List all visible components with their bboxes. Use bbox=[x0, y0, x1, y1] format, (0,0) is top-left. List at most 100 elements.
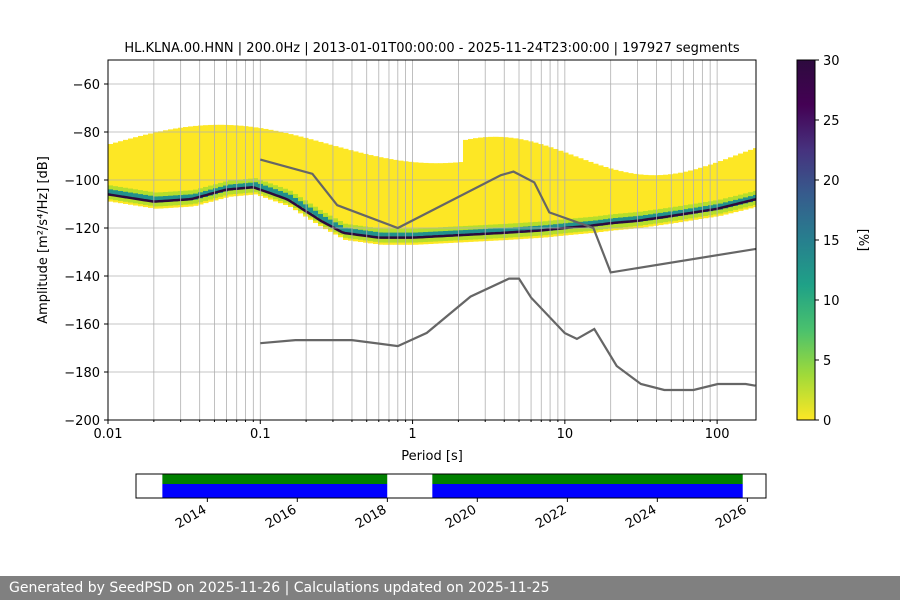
density-column bbox=[518, 139, 524, 240]
density-column bbox=[428, 163, 434, 244]
density-mode-line bbox=[108, 186, 756, 239]
density-mode bbox=[438, 231, 444, 238]
density-mode bbox=[628, 216, 634, 223]
density-mode bbox=[433, 231, 439, 238]
density-column bbox=[478, 137, 484, 242]
x-tick-label: 1 bbox=[408, 427, 416, 442]
y-axis-label: Amplitude [m²/s⁴/Hz] [dB] bbox=[36, 156, 51, 324]
density-mode bbox=[253, 182, 259, 189]
density-mode bbox=[473, 229, 479, 236]
density-column bbox=[143, 134, 149, 208]
density-mode bbox=[453, 230, 459, 237]
x-tick-label: 10 bbox=[557, 427, 574, 442]
density-column bbox=[233, 125, 239, 197]
density-column bbox=[638, 174, 644, 228]
coverage-bottom-bar bbox=[432, 484, 743, 498]
density-mode bbox=[688, 208, 694, 215]
density-column bbox=[538, 144, 544, 238]
density-column bbox=[438, 163, 444, 244]
colorbar-tick-label: 5 bbox=[823, 354, 831, 369]
density-mode bbox=[708, 205, 714, 212]
density-column bbox=[648, 175, 654, 227]
density-column bbox=[323, 143, 329, 230]
density-column bbox=[748, 149, 754, 209]
density-mode bbox=[308, 207, 314, 214]
density-mode bbox=[223, 185, 229, 192]
density-column bbox=[288, 134, 294, 207]
density-mode bbox=[148, 195, 154, 202]
density-mode bbox=[748, 196, 754, 203]
density-column bbox=[133, 137, 139, 206]
density-mode bbox=[238, 183, 244, 190]
density-mode bbox=[478, 229, 484, 236]
density-column bbox=[578, 158, 584, 235]
density-mode bbox=[753, 194, 756, 201]
density-mode bbox=[283, 192, 289, 199]
density-column bbox=[153, 132, 159, 209]
density-mode bbox=[158, 196, 164, 203]
density-mode bbox=[458, 230, 464, 237]
coverage-year-label: 2024 bbox=[623, 502, 659, 532]
density-column bbox=[563, 152, 569, 236]
density-mode bbox=[678, 209, 684, 216]
noise-model-high bbox=[260, 158, 756, 274]
coverage-frame bbox=[135, 473, 767, 499]
density-column bbox=[583, 160, 589, 234]
density-column bbox=[498, 136, 504, 241]
density-column bbox=[663, 174, 669, 225]
density-mode bbox=[503, 227, 509, 234]
density-mode bbox=[113, 190, 119, 197]
density-mode bbox=[483, 228, 489, 235]
density-mode bbox=[333, 222, 339, 229]
density-mode bbox=[418, 232, 424, 239]
density-mode bbox=[728, 201, 734, 208]
density-column bbox=[128, 138, 134, 205]
density-mode bbox=[408, 232, 414, 239]
y-tick-label: −80 bbox=[73, 126, 100, 141]
coverage-year-label: 2020 bbox=[443, 502, 479, 532]
density-mode bbox=[373, 231, 379, 238]
density-column bbox=[193, 125, 199, 206]
density-column bbox=[723, 159, 729, 215]
density-column bbox=[283, 132, 289, 205]
density-column bbox=[273, 130, 279, 202]
density-mode bbox=[618, 217, 624, 224]
density-column bbox=[343, 148, 349, 240]
density-column bbox=[493, 136, 499, 241]
density-column bbox=[418, 162, 424, 245]
density-column bbox=[593, 163, 599, 233]
density-column bbox=[353, 151, 359, 242]
density-column bbox=[383, 158, 389, 245]
density-mode bbox=[623, 217, 629, 224]
density-mode bbox=[683, 209, 689, 216]
colorbar-tick-label: 30 bbox=[823, 54, 840, 69]
density-mode bbox=[513, 227, 519, 234]
y-tick-label: −120 bbox=[64, 222, 100, 237]
density-column bbox=[198, 125, 204, 205]
density-mode bbox=[468, 229, 474, 236]
density-mode bbox=[718, 203, 724, 210]
density-mode bbox=[398, 232, 404, 239]
density-column bbox=[333, 146, 339, 235]
density-column bbox=[263, 128, 269, 198]
density-mode bbox=[428, 231, 434, 238]
density-mode bbox=[363, 230, 369, 237]
density-column bbox=[708, 164, 714, 218]
density-mode bbox=[203, 190, 209, 197]
coverage-year-label: 2018 bbox=[353, 502, 389, 532]
density-column bbox=[483, 137, 489, 242]
density-mode bbox=[488, 228, 494, 235]
density-mode bbox=[118, 190, 124, 197]
density-column bbox=[543, 145, 549, 238]
density-mode bbox=[573, 222, 579, 229]
density-mode bbox=[183, 194, 189, 201]
density-mode bbox=[648, 214, 654, 221]
density-column bbox=[433, 163, 439, 244]
density-mode bbox=[533, 225, 539, 232]
density-mode bbox=[248, 182, 254, 189]
density-mode bbox=[168, 195, 174, 202]
colorbar-label: [%] bbox=[855, 229, 870, 252]
density-column bbox=[613, 169, 619, 231]
noise-model-layer bbox=[260, 158, 756, 392]
